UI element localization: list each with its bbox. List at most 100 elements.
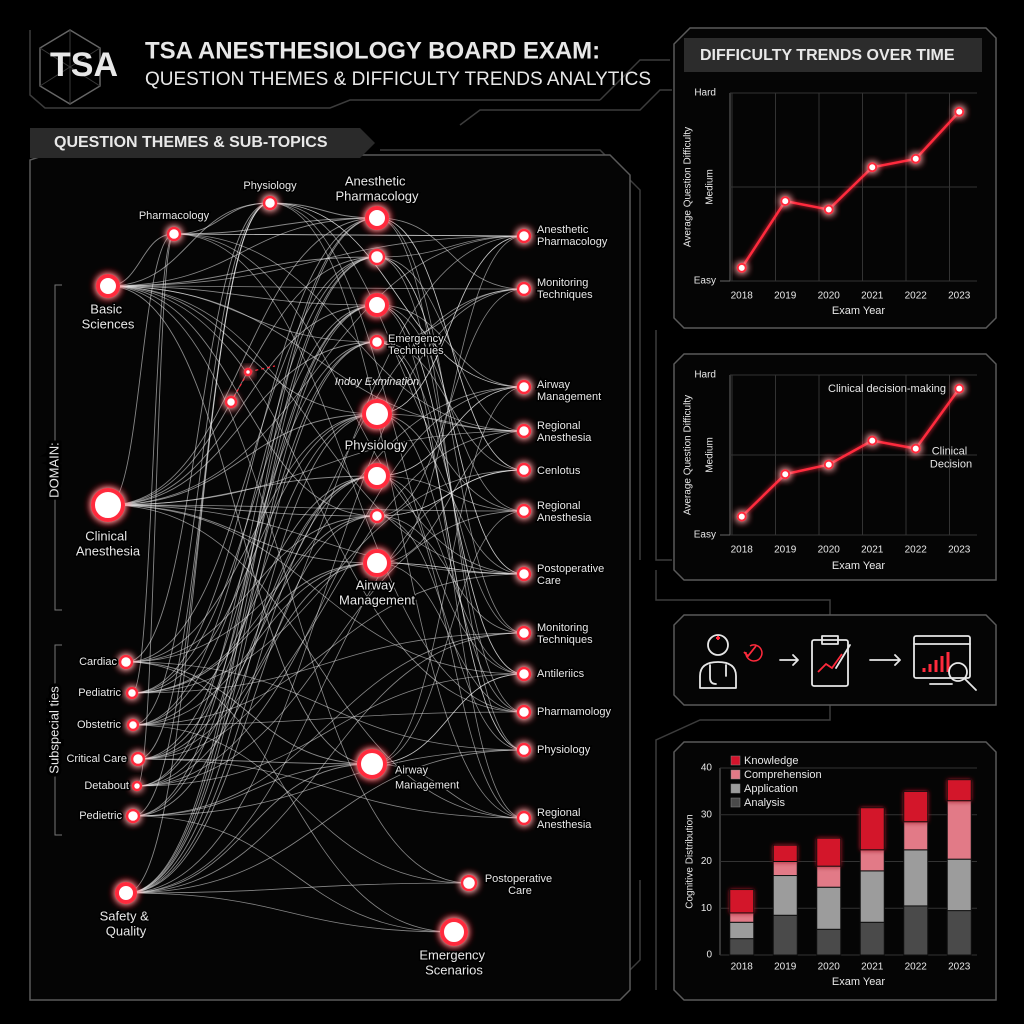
edge <box>107 235 525 287</box>
x-tick-label: 2022 <box>905 962 928 973</box>
y-tick-label: Hard <box>694 88 716 99</box>
edge <box>376 562 525 575</box>
edge <box>269 202 525 388</box>
x-tick-label: 2022 <box>905 545 928 556</box>
node-label: Pediatric <box>78 687 121 699</box>
node-label: Anesthetic Pharmacology <box>537 224 608 248</box>
edge <box>107 413 378 506</box>
node <box>243 367 253 377</box>
header: TSA TSA ANESTHESIOLOGY BOARD EXAM: QUEST… <box>39 29 651 105</box>
edge <box>107 285 373 765</box>
node <box>362 399 392 429</box>
edge <box>107 504 525 512</box>
edge <box>132 763 373 817</box>
node-label: Cardiac <box>79 656 117 668</box>
edge <box>125 515 378 663</box>
edge <box>376 562 525 713</box>
point <box>954 383 965 394</box>
edges <box>107 202 525 933</box>
edge <box>125 413 378 894</box>
bar-segment <box>816 886 842 930</box>
chart-frame <box>673 353 997 581</box>
bar-segment <box>946 800 972 860</box>
node-label: Emergency Techniques <box>388 333 447 357</box>
edge <box>132 341 378 726</box>
doctor-icon <box>699 634 763 689</box>
edge <box>131 562 378 694</box>
y-tick-label: 10 <box>701 903 713 914</box>
edge <box>136 562 378 787</box>
bar-segment <box>946 779 972 802</box>
annotation: Clinical Decision <box>930 445 972 470</box>
node-label: Obstetric <box>77 719 122 731</box>
node <box>369 334 385 350</box>
y-tick-label: Easy <box>694 276 716 287</box>
group-label: DOMAIN: <box>46 442 61 498</box>
node <box>126 718 140 732</box>
node <box>440 918 468 946</box>
point <box>823 459 834 470</box>
node <box>516 228 532 244</box>
x-tick-label: 2023 <box>948 291 971 302</box>
bar-segment <box>903 905 929 956</box>
x-tick-label: 2023 <box>948 545 971 556</box>
x-tick-label: 2021 <box>861 291 884 302</box>
node <box>516 742 532 758</box>
page-title: TSA ANESTHESIOLOGY BOARD EXAM: <box>145 37 600 64</box>
point <box>780 196 791 207</box>
node <box>118 654 134 670</box>
edge <box>125 202 271 663</box>
node-label: Physiology <box>537 744 591 756</box>
edge <box>137 758 373 765</box>
node-label: Airway Management <box>395 764 459 791</box>
node <box>130 751 146 767</box>
edge <box>125 341 378 894</box>
legend-swatch <box>730 797 741 808</box>
node-label: Regional Anesthesia <box>537 420 592 444</box>
edge <box>132 341 378 817</box>
annotation: Clinical decision-making <box>828 383 946 395</box>
edge <box>136 510 525 787</box>
edge <box>107 217 378 287</box>
node <box>365 293 389 317</box>
bar-segment <box>903 790 929 823</box>
node <box>368 248 386 266</box>
point <box>867 435 878 446</box>
edge <box>125 475 378 894</box>
chart-frame <box>673 27 997 329</box>
point <box>910 153 921 164</box>
bar-segment <box>816 837 842 867</box>
analytics-icon <box>913 635 977 691</box>
annotation: Indoy Exmination <box>335 376 419 388</box>
edge <box>376 304 525 675</box>
point <box>736 511 747 522</box>
x-tick-label: 2019 <box>774 962 797 973</box>
edge <box>107 285 470 884</box>
edge <box>131 217 378 694</box>
edge <box>107 285 378 415</box>
node-label: Regional Anesthesia <box>537 500 592 524</box>
edge <box>137 413 378 760</box>
point <box>780 469 791 480</box>
edge <box>107 235 525 506</box>
node-label: Pedietric <box>79 810 122 822</box>
legend-swatch <box>730 755 741 766</box>
edge <box>376 235 525 415</box>
workflow-panel <box>673 614 997 706</box>
bar-segment <box>859 870 885 923</box>
x-tick-label: 2018 <box>731 291 754 302</box>
x-tick-label: 2018 <box>731 962 754 973</box>
chart-title-box <box>684 38 982 72</box>
y-tick-label: Easy <box>694 530 716 541</box>
bar-segment <box>859 921 885 956</box>
y-tick-label: Medium <box>705 437 716 473</box>
node <box>516 423 532 439</box>
node <box>369 508 385 524</box>
edge <box>125 763 373 894</box>
node <box>125 808 141 824</box>
edge <box>376 475 525 819</box>
edge <box>376 256 525 575</box>
edge <box>376 413 525 575</box>
edge <box>107 430 525 506</box>
edge <box>107 285 525 575</box>
